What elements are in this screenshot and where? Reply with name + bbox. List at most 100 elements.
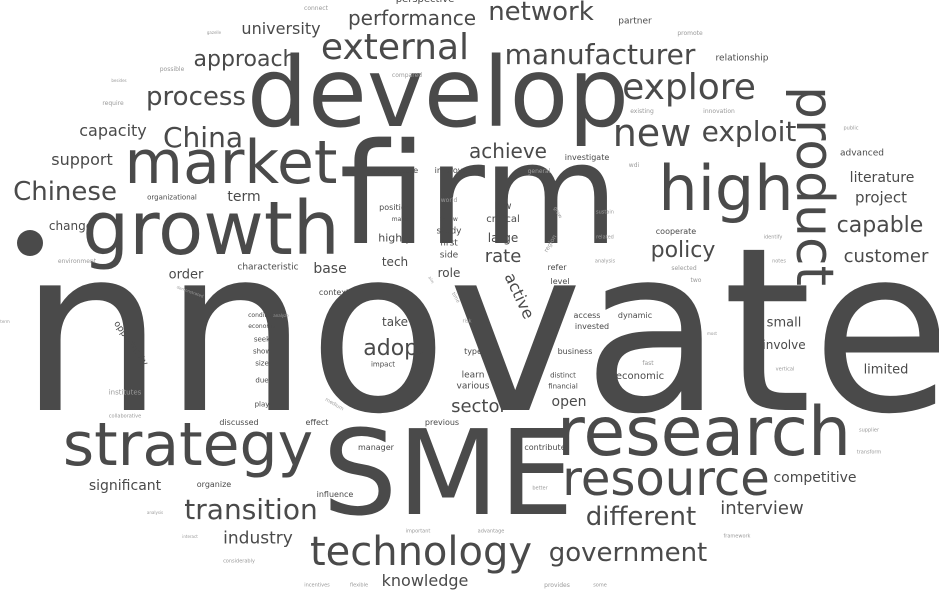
word-innovate: innovate bbox=[0, 198, 939, 464]
word-connect: connect bbox=[304, 5, 328, 12]
word-exploit: exploit bbox=[701, 115, 797, 148]
word-public: public bbox=[843, 125, 859, 132]
word-rate: rate bbox=[484, 246, 522, 267]
word-analysis-2: analysis bbox=[146, 510, 164, 515]
word-general: general bbox=[527, 168, 551, 175]
word-framework: framework bbox=[723, 533, 751, 540]
word-seek: seek bbox=[253, 335, 271, 344]
word-incentives: incentives bbox=[304, 582, 330, 589]
word-dynamic: dynamic bbox=[617, 311, 653, 320]
word-size: size bbox=[255, 359, 269, 368]
word-capacity: capacity bbox=[79, 121, 147, 140]
word-growth: growth bbox=[82, 186, 340, 272]
word-network: network bbox=[488, 0, 594, 27]
word-considerably: considerably bbox=[223, 558, 255, 565]
word-china: China bbox=[163, 121, 243, 154]
word-due: due bbox=[255, 376, 269, 385]
word-technology: technology bbox=[309, 529, 533, 575]
word-highly: highly bbox=[378, 231, 412, 245]
word-policy: policy bbox=[650, 238, 716, 263]
word-sme: SME bbox=[322, 404, 574, 542]
word-existing: existing bbox=[630, 108, 654, 115]
word-interview: interview bbox=[720, 498, 804, 519]
word-advantage: advantage bbox=[477, 528, 505, 535]
word-fast: fast bbox=[642, 360, 654, 367]
word-transition: transition bbox=[184, 493, 318, 526]
word-promote: promote bbox=[677, 30, 703, 37]
word-influence: influence bbox=[316, 490, 354, 499]
word-sustain: sustain bbox=[596, 209, 614, 216]
word-notes: notes bbox=[772, 258, 786, 265]
stray-dot bbox=[17, 230, 43, 256]
word-term-small: term bbox=[0, 319, 10, 324]
word-government: government bbox=[548, 538, 708, 568]
word-previous: previous bbox=[424, 418, 460, 427]
word-low: low bbox=[494, 201, 512, 212]
word-economic: economic bbox=[615, 371, 665, 382]
word-new: new bbox=[612, 111, 692, 155]
word-project: project bbox=[854, 188, 908, 207]
word-competitive: competitive bbox=[773, 470, 857, 486]
word-various: various bbox=[456, 381, 490, 392]
word-learn: learn bbox=[461, 370, 485, 381]
word-change: change bbox=[48, 219, 94, 233]
word-identify: identify bbox=[763, 234, 783, 241]
word-interact: interact bbox=[182, 534, 198, 539]
word-develop: develop bbox=[246, 37, 630, 149]
word-economy: economy bbox=[248, 323, 276, 330]
word-perspective: perspective bbox=[396, 0, 455, 5]
word-institutes: institutes bbox=[108, 388, 142, 397]
word-achieve: achieve bbox=[469, 139, 547, 163]
word-distinct: distinct bbox=[550, 371, 576, 380]
word-large: large bbox=[487, 231, 519, 245]
word-literature: literature bbox=[849, 170, 915, 186]
word-wdi: wdi bbox=[628, 162, 640, 169]
word-better: better bbox=[532, 485, 548, 492]
word-take: take bbox=[382, 315, 408, 329]
word-two: two bbox=[690, 277, 702, 284]
word-important: important bbox=[405, 528, 431, 535]
word-impact: impact bbox=[370, 360, 396, 369]
word-structure: structure bbox=[381, 166, 419, 175]
word-university: university bbox=[241, 19, 321, 38]
word-most: most bbox=[707, 331, 717, 336]
word-partner: partner bbox=[618, 16, 652, 27]
word-involve: involve bbox=[762, 338, 806, 352]
word-innovation: innovation bbox=[703, 108, 735, 115]
word-explore: explore bbox=[622, 67, 756, 108]
word-financial: financial bbox=[548, 382, 578, 391]
word-analyze: analyze bbox=[273, 313, 289, 318]
word-different: different bbox=[585, 502, 697, 532]
word-transform: transform bbox=[856, 449, 882, 456]
word-improve: improve bbox=[434, 166, 468, 175]
word-customer: customer bbox=[843, 246, 929, 267]
word-selected: selected bbox=[671, 265, 697, 272]
word-context: context bbox=[318, 288, 350, 297]
word-limited: limited bbox=[863, 362, 909, 378]
word-resource: resource bbox=[562, 451, 770, 507]
word-external: external bbox=[320, 27, 470, 68]
word-invested: invested bbox=[574, 322, 610, 331]
word-performance: performance bbox=[347, 6, 477, 30]
word-access: access bbox=[573, 311, 601, 320]
word-tech: tech bbox=[381, 255, 409, 269]
word-significant: significant bbox=[88, 478, 162, 494]
word-gazelle: gazelle bbox=[206, 30, 222, 35]
word-make: make bbox=[391, 216, 409, 223]
word-organizational: organizational bbox=[147, 193, 197, 202]
word-investigate: investigate bbox=[564, 153, 610, 162]
word-world: world bbox=[440, 197, 458, 204]
word-approach: approach bbox=[193, 47, 297, 72]
word-flexible: flexible bbox=[349, 582, 369, 589]
word-vertical: vertical bbox=[775, 366, 795, 373]
word-side: side bbox=[439, 250, 459, 261]
word-environment: environment bbox=[57, 258, 97, 265]
word-effect: effect bbox=[305, 418, 329, 427]
word-business: business bbox=[557, 347, 593, 356]
word-market: market bbox=[124, 128, 338, 198]
word-process: process bbox=[146, 82, 246, 112]
word-refer: refer bbox=[547, 263, 567, 272]
word-capable: capable bbox=[836, 213, 924, 238]
word-research: research bbox=[556, 393, 852, 472]
